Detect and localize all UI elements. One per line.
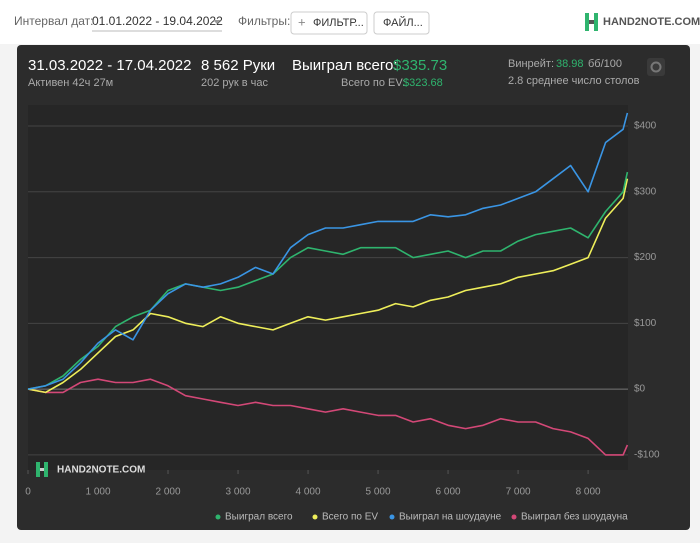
plot: -$100 $0 $100 $200 $300 $400 0 1 000 2 000 3 000 4…	[25, 112, 660, 498]
y-tick-label: $200	[634, 252, 657, 263]
date-label: Интервал дат:	[14, 14, 93, 28]
watermark-mark	[36, 462, 40, 477]
y-tick-label: $100	[634, 318, 657, 329]
filter-button[interactable]	[290, 11, 368, 35]
series-line	[27, 378, 629, 456]
watermark-mark	[44, 462, 48, 477]
logo-mark	[594, 13, 598, 31]
legend-marker	[312, 514, 318, 520]
file-button[interactable]	[373, 11, 430, 35]
date-range[interactable]: 01.01.2022 - 19.04.2022	[92, 14, 223, 28]
file-button-label[interactable]: ФАЙЛ...	[383, 16, 423, 29]
legend-label: Выиграл без шоудауна	[521, 511, 628, 523]
ev-label: Всего по EV:	[341, 77, 405, 89]
logo: HAND2NOTE.COM	[603, 16, 700, 28]
watermark-mark	[40, 468, 44, 471]
winrate-unit: бб/100	[588, 58, 622, 70]
series-line	[27, 178, 629, 394]
legend-label: Выиграл на шоудауне	[399, 512, 502, 523]
series-line	[27, 112, 629, 390]
x-tick-label: 0	[25, 487, 31, 498]
x-tick-label: 1 000	[85, 487, 110, 498]
settings-button[interactable]	[647, 58, 665, 76]
plus-icon: +	[298, 14, 306, 29]
x-tick-label: 5 000	[366, 487, 391, 498]
x-tick-label: 3 000	[226, 487, 251, 498]
active-time: Активен 42ч 27м	[28, 77, 113, 89]
y-tick-label: $400	[634, 121, 657, 132]
filters-label: Фильтры:	[238, 14, 290, 28]
hands: 8 562 Руки	[201, 57, 275, 74]
x-tick-label: 4 000	[296, 487, 321, 498]
watermark: HAND2NOTE.COM	[57, 465, 145, 476]
filter-button-label[interactable]: ФИЛЬТР...	[313, 17, 364, 29]
winrate-value: 38.98	[556, 58, 584, 70]
won-value: $335.73	[393, 57, 447, 74]
dropdown-arrow[interactable]	[213, 20, 221, 24]
legend-label: Всего по EV	[322, 512, 378, 523]
x-tick-label: 8 000	[576, 487, 601, 498]
won-label: Выиграл всего:	[292, 57, 398, 74]
series-line	[27, 171, 629, 390]
tables: 2.8 среднее число столов	[508, 75, 640, 87]
period: 31.03.2022 - 17.04.2022	[28, 57, 191, 74]
ev-value: $323.68	[403, 77, 443, 89]
legend-marker	[389, 514, 395, 520]
x-tick-label: 6 000	[436, 487, 461, 498]
hands-per-hour: 202 рук в час	[201, 77, 269, 89]
winrate-label: Винрейт:	[508, 58, 554, 70]
x-tick-label: 7 000	[506, 487, 531, 498]
settings-icon[interactable]	[650, 61, 662, 73]
legend-marker	[511, 514, 517, 520]
logo-mark	[585, 13, 589, 31]
y-tick-label: -$100	[634, 450, 660, 461]
logo-mark	[589, 20, 594, 24]
legend-marker	[215, 514, 221, 520]
x-tick-label: 2 000	[156, 487, 181, 498]
y-tick-label: $0	[634, 384, 646, 395]
plot-area	[28, 105, 628, 470]
legend-label: Выиграл всего	[225, 512, 293, 523]
y-tick-label: $300	[634, 186, 657, 197]
